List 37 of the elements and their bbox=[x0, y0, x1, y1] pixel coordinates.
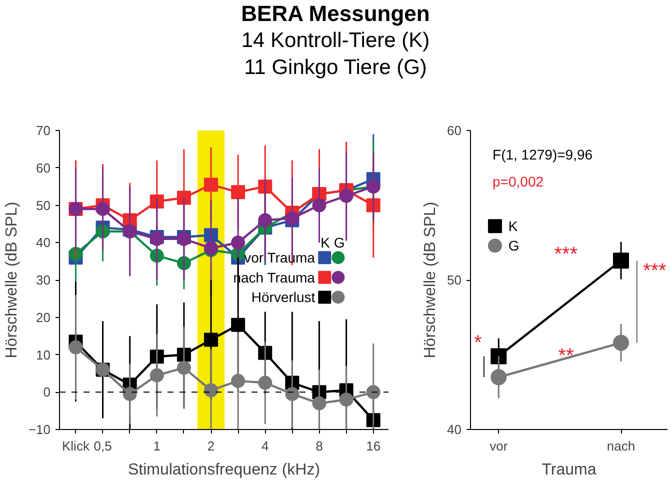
x-tick-label: 16 bbox=[366, 438, 381, 454]
x-tick-label: 0,5 bbox=[94, 438, 112, 454]
y-tick-label: 40 bbox=[447, 422, 462, 437]
y-axis-title: Hörschwelle (dB SPL) bbox=[422, 202, 440, 358]
y-tick-label: 20 bbox=[36, 310, 51, 325]
y-tick-label: 70 bbox=[36, 123, 51, 138]
y-axis-title: Hörschwelle (dB SPL) bbox=[3, 202, 20, 358]
x-tick-label: 8 bbox=[316, 438, 323, 454]
y-tick-label: 50 bbox=[36, 198, 51, 213]
legend-label: K bbox=[508, 218, 518, 234]
x-axis-title: Trauma bbox=[542, 462, 596, 478]
y-tick-label: 40 bbox=[36, 235, 51, 250]
annotation: ** bbox=[558, 345, 574, 368]
annotation: * bbox=[474, 332, 482, 354]
x-tick-label: 4 bbox=[262, 438, 269, 454]
y-tick-label: 30 bbox=[36, 272, 51, 288]
y-tick-label: 60 bbox=[36, 160, 51, 176]
annotation: F(1, 1279)=9,96 bbox=[492, 146, 593, 162]
y-tick-label: −10 bbox=[28, 422, 51, 437]
legend-label: Hörverlust bbox=[251, 289, 316, 306]
y-tick-label: 50 bbox=[447, 272, 462, 288]
x-axis-title: Stimulationsfrequenz (kHz) bbox=[128, 462, 320, 478]
annotation: *** bbox=[554, 244, 578, 266]
annotation: *** bbox=[642, 260, 667, 282]
chart-subtitle: 14 Kontroll-Tiere (K) 11 Ginkgo Tiere (G) bbox=[241, 28, 430, 81]
y-tick-label: 60 bbox=[447, 123, 462, 138]
legend-title: K G bbox=[320, 234, 345, 251]
chart-title: BERA Messungen bbox=[241, 0, 430, 27]
legend-label: G bbox=[508, 238, 520, 254]
x-tick-label: 1 bbox=[153, 438, 161, 454]
y-tick-label: 0 bbox=[43, 384, 51, 400]
x-tick-label: Klick bbox=[62, 438, 90, 454]
x-tick-label: 2 bbox=[207, 438, 215, 454]
annotation: p=0,002 bbox=[492, 173, 544, 190]
y-tick-label: 10 bbox=[36, 347, 51, 362]
x-tick-label: vor bbox=[490, 438, 508, 454]
x-tick-label: nach bbox=[606, 438, 636, 454]
